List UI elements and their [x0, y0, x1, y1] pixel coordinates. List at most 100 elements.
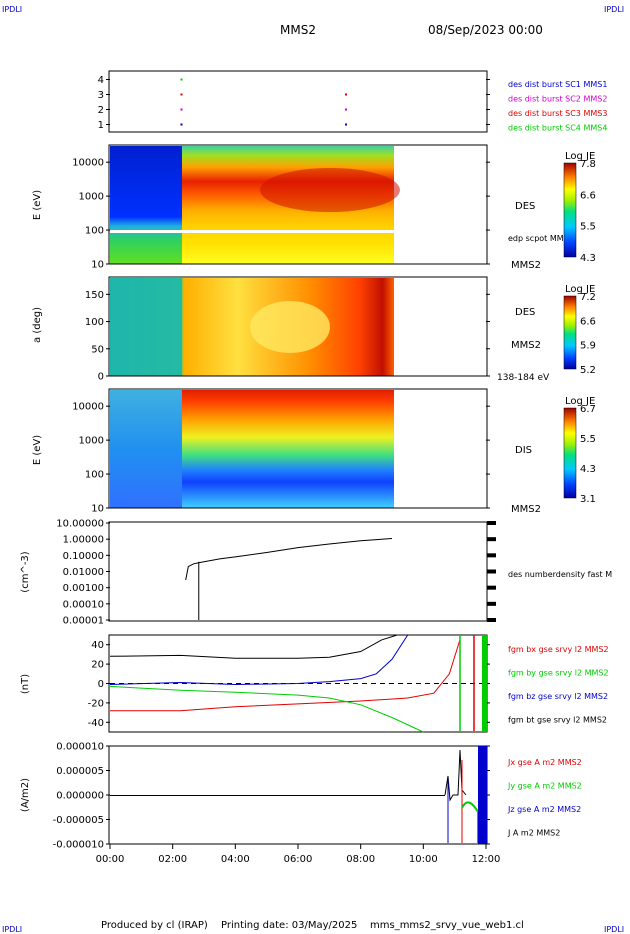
density-right-tick: [487, 553, 496, 558]
density-right-tick: [487, 585, 496, 590]
spacecraft-title: MMS2: [280, 23, 316, 37]
fgm-ylabel: (nT): [20, 674, 31, 694]
dis-energy-instrument: DIS: [515, 445, 532, 456]
des-energy-colorbar-label: Log JE: [565, 151, 595, 162]
dis-energy-colorbar: [563, 407, 577, 499]
fgm-series-line: [109, 634, 409, 686]
time-tick-label: 12:00: [472, 854, 501, 865]
corner-label-top-left: IPDLI: [2, 5, 22, 14]
current-y-ticks: -0.000010 -0.000005 0.000000 0.000005 0.0000…: [53, 742, 490, 851]
des-pitch-center: [250, 301, 330, 353]
current-y-tick-label: 0.000010: [56, 742, 104, 753]
availability-y-ticks: 1 2 3 4: [98, 75, 490, 131]
current-legend-entry: Jz gse A m2 MMS2: [507, 805, 581, 814]
availability-mark: [180, 78, 183, 81]
fgm-panel: -40 -20 0 20 40 (nT) fgm bx gse srvy l2 MMS2…: [20, 634, 609, 733]
footer-script: mms_mms2_srvy_vue_web1.cl: [370, 920, 524, 931]
current-y-tick-label: 0.000005: [56, 766, 104, 777]
availability-marks: [180, 78, 347, 126]
current-y-tick-label: -0.000010: [53, 840, 104, 851]
dis-energy-panel: 10 100 1000 10000 E (eV) DIS MMS2 Log JE 3.…: [32, 388, 596, 515]
availability-y-tick-label: 3: [98, 90, 104, 101]
density-legend-entry: des numberdensity fast M: [508, 570, 612, 579]
time-tick-label: 00:00: [96, 854, 125, 865]
colorbar-tick-label: 4.3: [580, 253, 596, 264]
colorbar-tick-label: 6.6: [580, 316, 596, 327]
des-energy-bg-early: [110, 146, 182, 264]
des-energy-y-tick-label: 100: [85, 226, 104, 237]
des-energy-overlay-label: edp scpot MMS2: [508, 234, 574, 243]
density-y-ticks: 0.00001 0.00010 0.00100 0.01000 0.10000 1.000…: [56, 519, 496, 627]
fgm-legend: fgm bx gse srvy l2 MMS2 fgm by gse srvy l…: [508, 645, 609, 725]
fgm-y-tick-label: 40: [91, 640, 104, 651]
dis-energy-frame: [108, 388, 488, 509]
density-y-tick-label: 0.00001: [63, 616, 104, 627]
des-energy-y-tick-label: 10: [91, 260, 104, 271]
des-pitch-colorbar-label: Log JE: [565, 284, 595, 295]
density-panel: 0.00001 0.00010 0.00100 0.01000 0.10000 1.000…: [20, 519, 612, 627]
des-energy-frame: [108, 144, 488, 265]
availability-legend-entry: des dist burst SC1 MMS1: [508, 80, 607, 89]
density-lines: [185, 538, 393, 620]
footer-produced: Produced by cl (IRAP): [101, 920, 208, 931]
colorbar-tick-label: 5.9: [580, 341, 596, 352]
availability-y-tick-label: 2: [98, 105, 104, 116]
current-legend: Jx gse A m2 MMS2 Jy gse A m2 MMS2 Jz gse A…: [507, 758, 582, 838]
density-series-line: [185, 538, 393, 581]
dis-energy-y-tick-label: 10000: [72, 402, 104, 413]
density-y-tick-label: 0.00010: [63, 599, 104, 610]
availability-frame: [108, 70, 488, 133]
dis-energy-bg-early: [110, 390, 182, 508]
time-tick-label: 06:00: [284, 854, 313, 865]
colorbar-tick-label: 5.5: [580, 222, 596, 233]
des-pitch-early: [110, 278, 182, 376]
availability-mark: [180, 123, 183, 126]
time-tick-label: 04:00: [221, 854, 250, 865]
time-tick-label: 08:00: [346, 854, 375, 865]
des-energy-colorbar: [563, 162, 577, 258]
des-pitch-energy-range: 138-184 eV: [497, 373, 550, 383]
colorbar-tick-label: 4.3: [580, 464, 596, 475]
availability-legend-entry: des dist burst SC3 MMS3: [508, 109, 607, 118]
availability-mark: [345, 123, 347, 126]
fgm-legend-entry: fgm bx gse srvy l2 MMS2: [508, 645, 609, 654]
fgm-y-tick-label: 0: [98, 679, 104, 690]
colorbar-tick-label: 7.8: [580, 159, 596, 170]
fgm-legend-entry: fgm bt gse srvy l2 MMS2: [508, 716, 607, 725]
corner-label-top-right: IPDLI: [604, 5, 624, 14]
des-energy-y-ticks: 10 100 1000 10000: [72, 158, 490, 271]
availability-mark: [180, 93, 183, 96]
density-y-tick-label: 1.00000: [63, 535, 104, 546]
des-energy-colorbar-ticks: 4.3 5.5 6.6 7.8: [580, 159, 596, 264]
des-pitch-y-tick-label: 150: [85, 290, 104, 301]
availability-mark: [345, 93, 347, 96]
fgm-y-tick-label: -40: [88, 718, 104, 729]
dis-energy-ylabel: E (eV): [32, 435, 43, 465]
current-legend-entry: Jy gse A m2 MMS2: [507, 782, 582, 791]
availability-y-tick-label: 1: [98, 120, 104, 131]
colorbar-tick-label: 5.5: [580, 434, 596, 445]
date-title: 08/Sep/2023 00:00: [428, 23, 543, 37]
footer-printing: Printing date: 03/May/2025: [221, 920, 357, 931]
density-legend: des numberdensity fast M: [508, 570, 612, 579]
density-ylabel: (cm^-3): [20, 551, 31, 592]
dis-energy-y-ticks: 10 100 1000 10000: [72, 402, 490, 515]
availability-legend-entry: des dist burst SC4 MMS4: [508, 124, 607, 133]
time-axis: 00:00 02:00 04:00 06:00 08:00 10:00 12:00: [96, 844, 501, 865]
availability-mark: [345, 108, 347, 111]
time-tick-label: 02:00: [158, 854, 187, 865]
des-energy-hot-region: [260, 168, 400, 212]
density-frame: [108, 521, 488, 622]
current-ylabel: (A/m2): [20, 778, 31, 812]
current-y-tick-label: 0.000000: [56, 791, 104, 802]
des-energy-spacecraft: MMS2: [511, 260, 541, 271]
des-energy-y-tick-label: 10000: [72, 158, 104, 169]
colorbar-tick-label: 6.7: [580, 404, 596, 415]
dis-energy-spacecraft: MMS2: [511, 504, 541, 515]
fgm-y-tick-label: -20: [88, 698, 104, 709]
fgm-series-line: [110, 639, 461, 712]
fgm-y-tick-label: 20: [91, 660, 104, 671]
des-pitch-instrument: DES: [515, 307, 535, 318]
current-y-tick-label: -0.000005: [53, 815, 104, 826]
